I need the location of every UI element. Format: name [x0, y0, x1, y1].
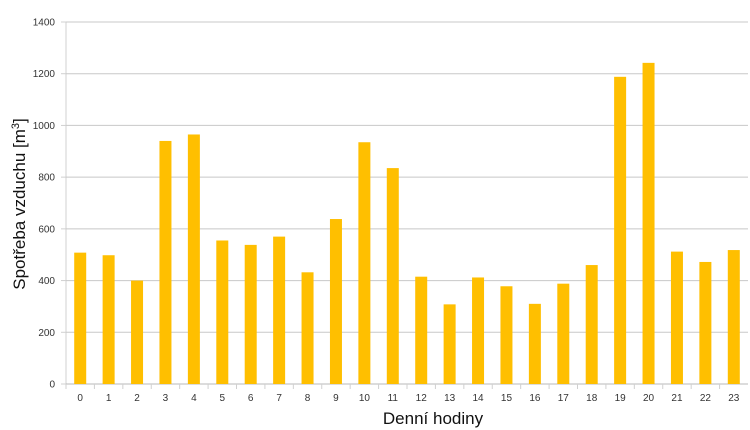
bar — [102, 255, 115, 384]
bar — [187, 134, 200, 384]
x-tick-label: 23 — [728, 393, 740, 404]
x-tick-label: 1 — [106, 393, 112, 404]
y-tick-label: 400 — [38, 276, 55, 287]
y-tick-label: 0 — [49, 380, 55, 391]
bar — [585, 265, 598, 384]
bar — [386, 168, 399, 384]
bar — [500, 286, 513, 384]
bar — [329, 219, 342, 384]
bars — [74, 62, 740, 385]
x-tick-label: 0 — [77, 393, 83, 404]
y-tick-label: 1000 — [33, 121, 56, 132]
bar — [642, 62, 655, 385]
y-tick-label: 800 — [38, 173, 55, 184]
bar — [216, 240, 229, 384]
bar — [472, 277, 485, 384]
bar — [727, 250, 740, 384]
x-tick-label: 18 — [586, 393, 598, 404]
x-tick-label: 13 — [444, 393, 456, 404]
x-tick-label: 10 — [359, 393, 371, 404]
x-axis-ticks: 0 1 2 3 4 5 6 7 8 9 10 11 12 13 14 15 16 17 18 19 20 21 22 23 — [65, 384, 740, 404]
bar — [159, 140, 172, 384]
x-tick-label: 16 — [529, 393, 541, 404]
bar — [614, 76, 627, 385]
x-tick-label: 11 — [388, 393, 399, 404]
y-axis-title-main: Spotřeba vzduchu [m — [10, 129, 29, 290]
x-tick-label: 7 — [276, 393, 282, 404]
x-tick-label: 9 — [333, 393, 339, 404]
y-axis-title-superscript: 3 — [10, 123, 22, 129]
x-tick-label: 19 — [615, 393, 627, 404]
x-tick-label: 12 — [416, 393, 428, 404]
y-tick-label: 600 — [38, 224, 55, 235]
y-axis-title-close: ] — [10, 118, 29, 123]
x-tick-label: 17 — [558, 393, 570, 404]
x-tick-label: 5 — [220, 393, 226, 404]
x-tick-label: 14 — [472, 393, 484, 404]
x-tick-label: 20 — [643, 393, 655, 404]
bar — [528, 303, 541, 384]
bar — [273, 236, 286, 384]
bar — [415, 276, 428, 384]
bar — [358, 142, 371, 384]
y-tick-label: 1200 — [33, 69, 56, 80]
x-tick-label: 2 — [134, 393, 140, 404]
y-axis-ticks: 0 200 400 600 800 1000 1200 1400 — [33, 18, 56, 391]
x-tick-label: 8 — [305, 393, 311, 404]
x-tick-label: 3 — [163, 393, 169, 404]
x-tick-label: 15 — [501, 393, 513, 404]
x-tick-label: 4 — [191, 393, 197, 404]
bar — [131, 280, 144, 384]
x-tick-label: 21 — [671, 393, 683, 404]
y-axis-title: Spotřeba vzduchu [m3] — [10, 118, 29, 290]
y-tick-label: 1400 — [33, 18, 56, 29]
bar — [74, 252, 87, 384]
x-tick-label: 22 — [700, 393, 712, 404]
bar — [301, 272, 314, 384]
bar — [699, 261, 712, 384]
bar — [244, 244, 257, 384]
bar — [443, 304, 456, 384]
x-tick-label: 6 — [248, 393, 254, 404]
bar — [557, 283, 570, 384]
bar — [670, 251, 683, 384]
y-tick-label: 200 — [38, 328, 55, 339]
x-axis-title: Denní hodiny — [383, 409, 484, 428]
